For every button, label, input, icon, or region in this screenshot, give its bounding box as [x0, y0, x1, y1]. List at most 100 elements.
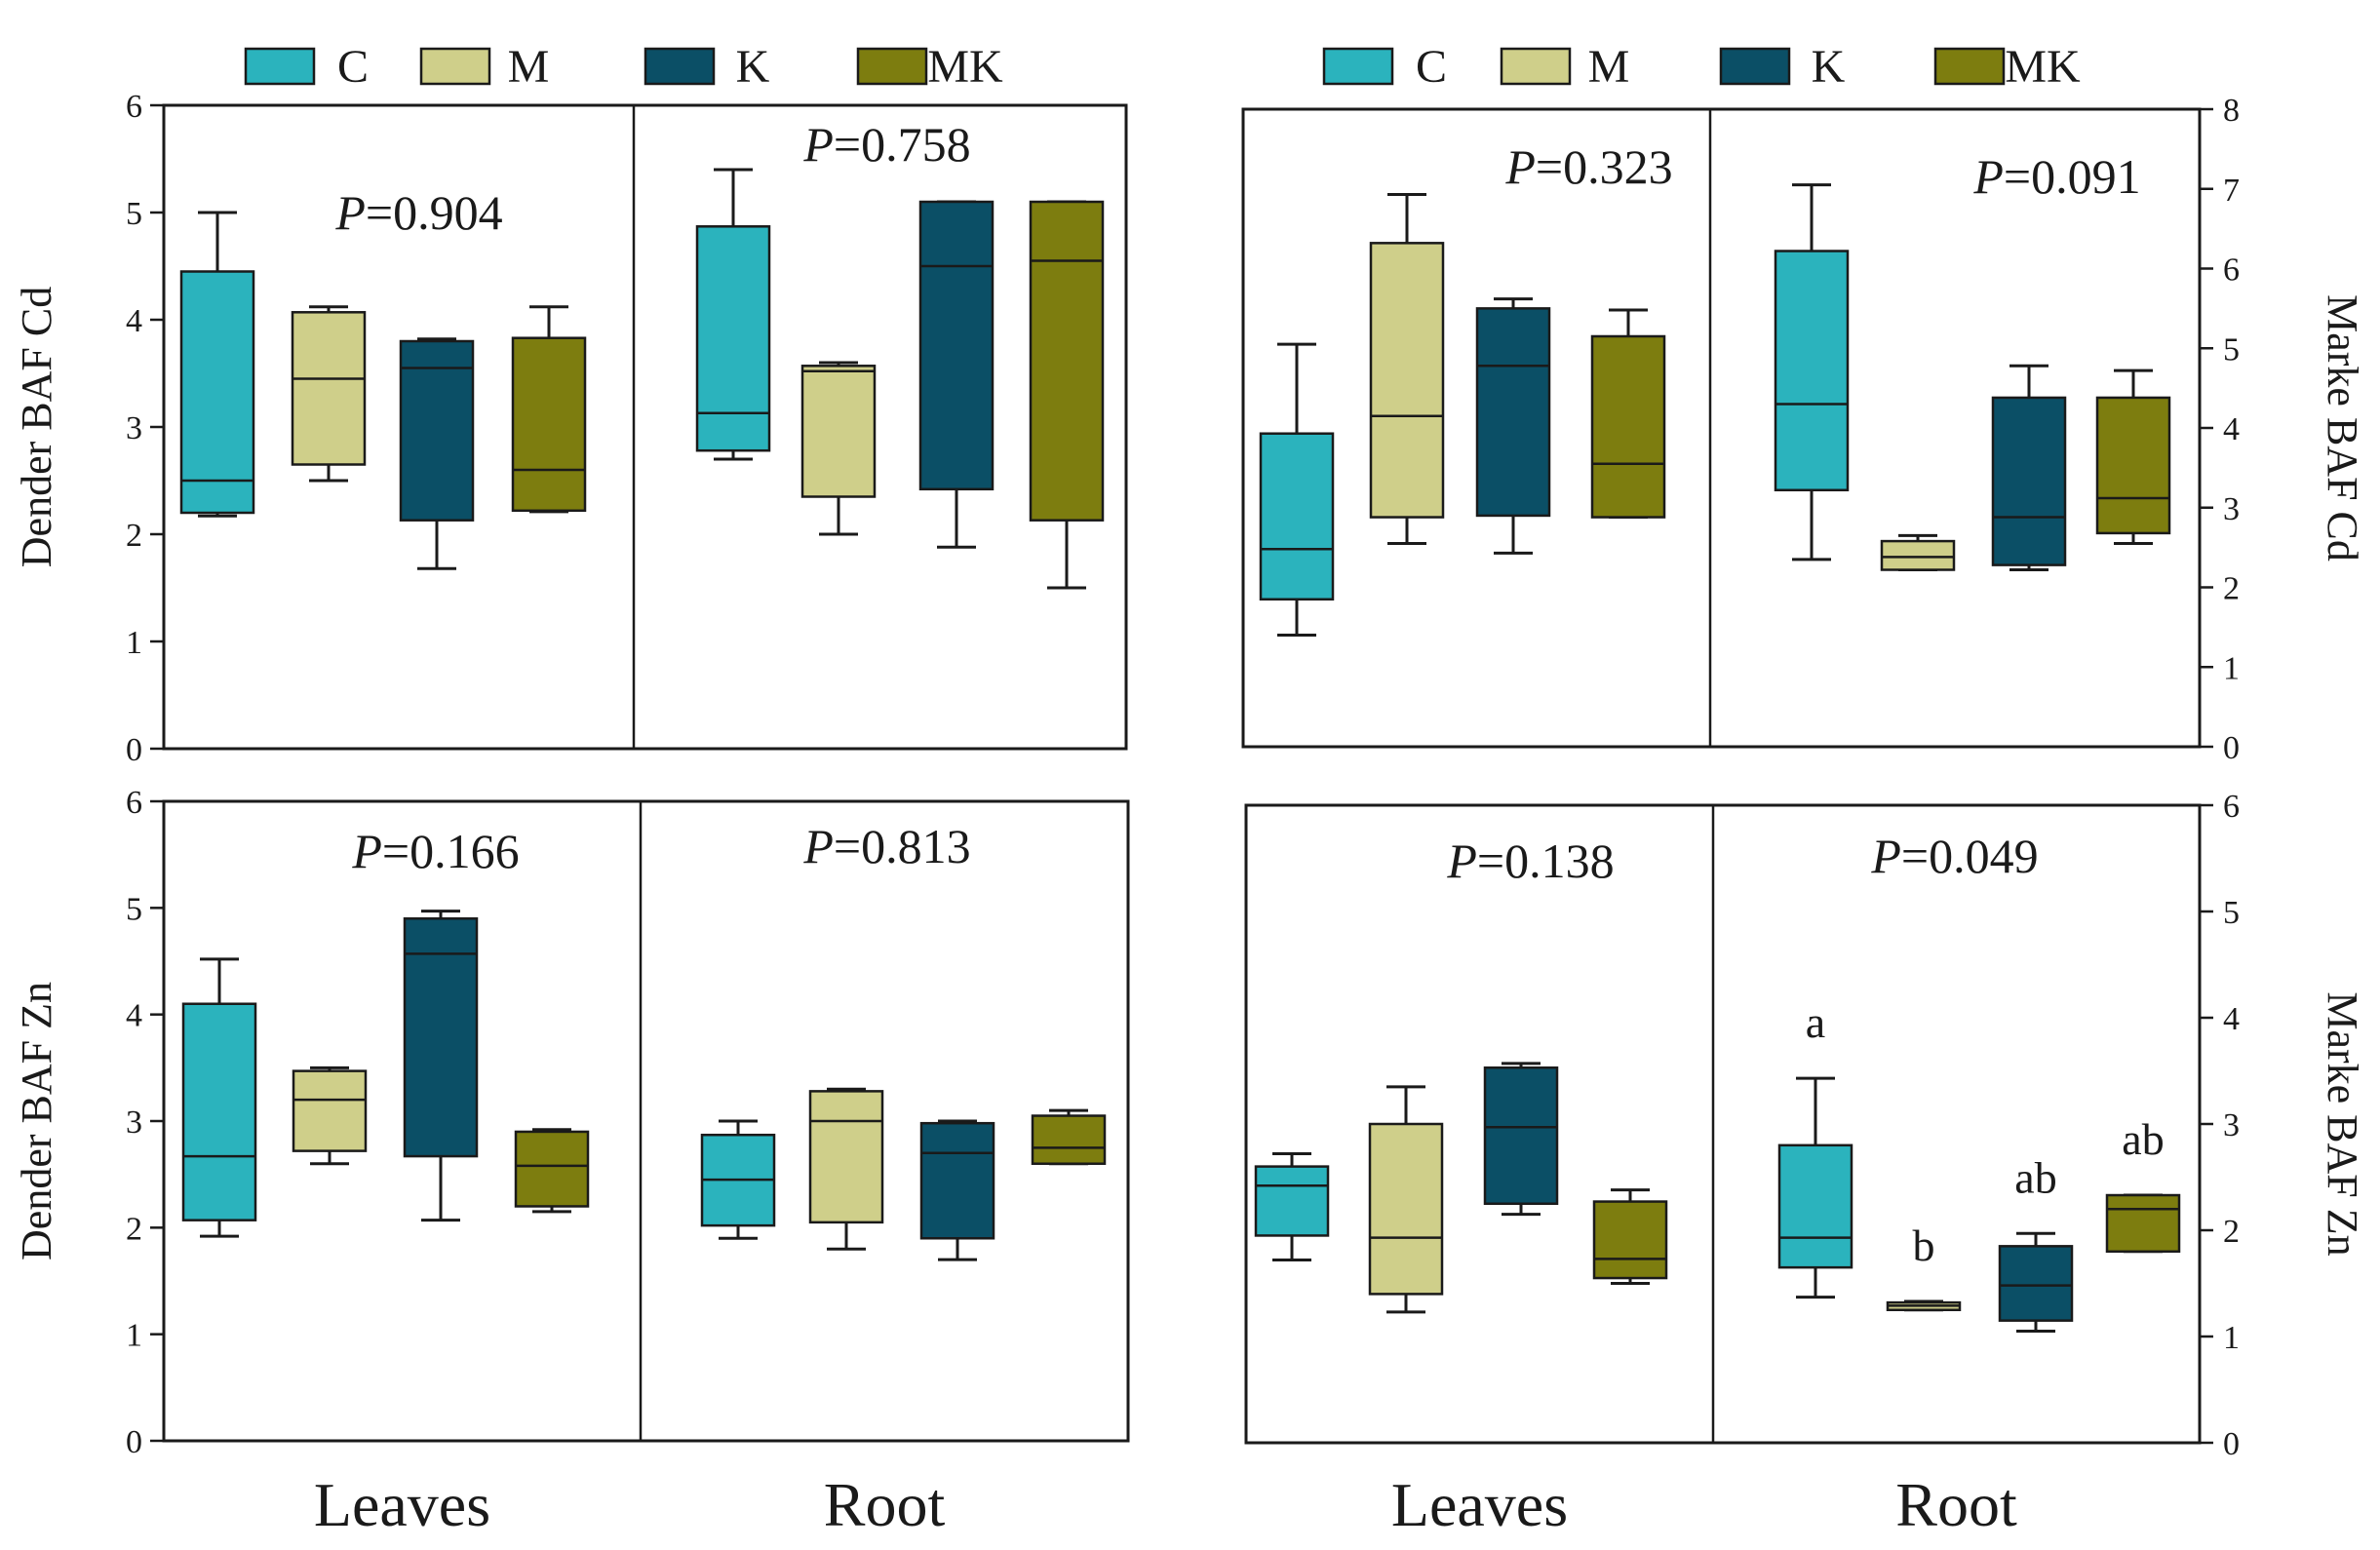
legend-left: C M K MK: [244, 41, 1003, 93]
box-body: [2105, 1193, 2181, 1254]
y-tick-label: 1: [126, 1318, 142, 1354]
y-tick-label: 0: [126, 1424, 142, 1460]
p-value-label: P=0.758: [802, 117, 970, 172]
p-value-label: P=0.904: [334, 185, 502, 240]
box-body: [1880, 539, 1956, 571]
box-body: [1369, 242, 1445, 519]
y-tick-label: 0: [2223, 730, 2240, 766]
legend-label: K: [1812, 41, 1846, 93]
box-top-right-leaves-mk: [1590, 308, 1666, 520]
box-top-left-leaves-k: [399, 337, 475, 570]
panel-bottom-right: 0 1 2 3 4 5 6 Marke BAF Zn P=0.138 Leaves P=0.049 a…: [1244, 789, 2366, 1539]
y-tick-label: 1: [126, 625, 142, 661]
box-top-right-root-k: [1991, 364, 2067, 572]
box-body: [1475, 307, 1551, 518]
y-tick-label: 8: [2223, 93, 2240, 129]
legend-item-mk: MK: [1933, 41, 2081, 93]
legend-label: MK: [2005, 41, 2081, 93]
y-tick-label: 3: [126, 410, 142, 446]
legend-item-mk: MK: [856, 41, 1003, 93]
y-tick-label: 0: [126, 732, 142, 768]
box-bottom-left-root-c: [700, 1119, 776, 1240]
y-tick-label: 4: [2223, 411, 2240, 447]
box-body: [808, 1090, 884, 1224]
significance-letter: ab: [2014, 1152, 2056, 1202]
y-tick-label: 2: [126, 1211, 142, 1247]
box-body: [1592, 1200, 1668, 1280]
legend-swatch: [419, 47, 491, 86]
box-bottom-left-root-k: [919, 1119, 995, 1261]
significance-letter: b: [1913, 1221, 1935, 1270]
box-body: [1483, 1066, 1559, 1205]
legend-right: C M K MK: [1322, 41, 2081, 93]
box-bottom-right-leaves-mk: [1592, 1188, 1668, 1285]
legend-label: MK: [927, 41, 1003, 93]
box-bottom-right-root-k: ab: [1998, 1152, 2074, 1334]
box-body: [514, 1130, 590, 1208]
y-axis-title: Dender BAF Zn: [13, 982, 60, 1260]
y-tick-label: 4: [126, 303, 142, 339]
y-axis-title: Marke BAF Cd: [2319, 294, 2366, 562]
y-tick-label: 6: [126, 785, 142, 821]
y-axis-title: Marke BAF Zn: [2319, 991, 2366, 1256]
box-bottom-right-leaves-m: [1368, 1085, 1444, 1314]
significance-letter: ab: [2122, 1114, 2164, 1164]
legend-swatch: [644, 47, 716, 86]
group-label-leaves: Leaves: [1391, 1470, 1568, 1539]
p-value-label: P=0.323: [1504, 139, 1672, 194]
legend-swatch: [1719, 47, 1791, 86]
y-tick-label: 7: [2223, 173, 2240, 209]
box-bottom-right-leaves-k: [1483, 1062, 1559, 1217]
legend-label: M: [508, 41, 550, 93]
y-tick-label: 6: [126, 89, 142, 125]
box-top-left-root-mk: [1029, 200, 1105, 590]
box-top-right-root-mk: [2095, 368, 2171, 546]
panel-top-right: 0 1 2 3 4 5 6 7 8 Marke BAF Cd P=0.323 P=0.091: [1241, 93, 2366, 766]
box-bottom-right-root-mk: ab: [2105, 1114, 2181, 1254]
box-body: [1029, 200, 1105, 522]
box-body: [292, 1069, 368, 1152]
legend-item-c: C: [1322, 41, 1447, 93]
y-tick-label: 4: [126, 998, 142, 1034]
box-body: [1777, 1143, 1853, 1269]
y-tick-label: 6: [2223, 789, 2240, 825]
box-body: [1998, 1245, 2074, 1322]
legend-item-m: M: [1500, 41, 1629, 93]
box-body: [1259, 432, 1335, 601]
box-top-left-root-c: [695, 168, 771, 461]
box-body: [800, 365, 877, 498]
box-body: [919, 1121, 995, 1240]
box-body: [1991, 396, 2067, 566]
y-tick-label: 5: [2223, 331, 2240, 368]
box-bottom-left-root-m: [808, 1087, 884, 1251]
box-bottom-left-leaves-k: [403, 910, 479, 1222]
legend-label: C: [1416, 41, 1447, 93]
box-body: [1254, 1165, 1330, 1237]
legend-item-m: M: [419, 41, 550, 93]
legend-swatch: [1322, 47, 1394, 86]
y-axis-title: Dender BAF Cd: [13, 287, 60, 567]
box-top-left-leaves-c: [179, 211, 255, 518]
legend-label: C: [337, 41, 369, 93]
box-body: [1590, 334, 1666, 519]
box-body: [179, 270, 255, 515]
y-tick-label: 1: [2223, 650, 2240, 686]
group-label-root: Root: [824, 1470, 946, 1539]
legend-swatch: [244, 47, 316, 86]
box-top-right-leaves-m: [1369, 192, 1445, 546]
legend-label: K: [736, 41, 770, 93]
box-top-right-root-c: [1774, 183, 1850, 562]
y-tick-label: 5: [126, 196, 142, 232]
group-label-root: Root: [1895, 1470, 2017, 1539]
box-bottom-left-root-mk: [1031, 1108, 1107, 1166]
p-value-label: P=0.166: [351, 824, 519, 878]
p-value-label: P=0.138: [1446, 833, 1614, 888]
significance-letter: a: [1806, 997, 1825, 1047]
legend-item-k: K: [644, 41, 770, 93]
y-tick-label: 3: [2223, 491, 2240, 527]
box-top-left-leaves-mk: [511, 305, 587, 514]
y-tick-label: 6: [2223, 252, 2240, 289]
y-tick-label: 2: [126, 518, 142, 554]
panel-top-left: 0 1 2 3 4 5 6 Dender BAF Cd P=0.904 P=0.758: [13, 89, 1128, 768]
